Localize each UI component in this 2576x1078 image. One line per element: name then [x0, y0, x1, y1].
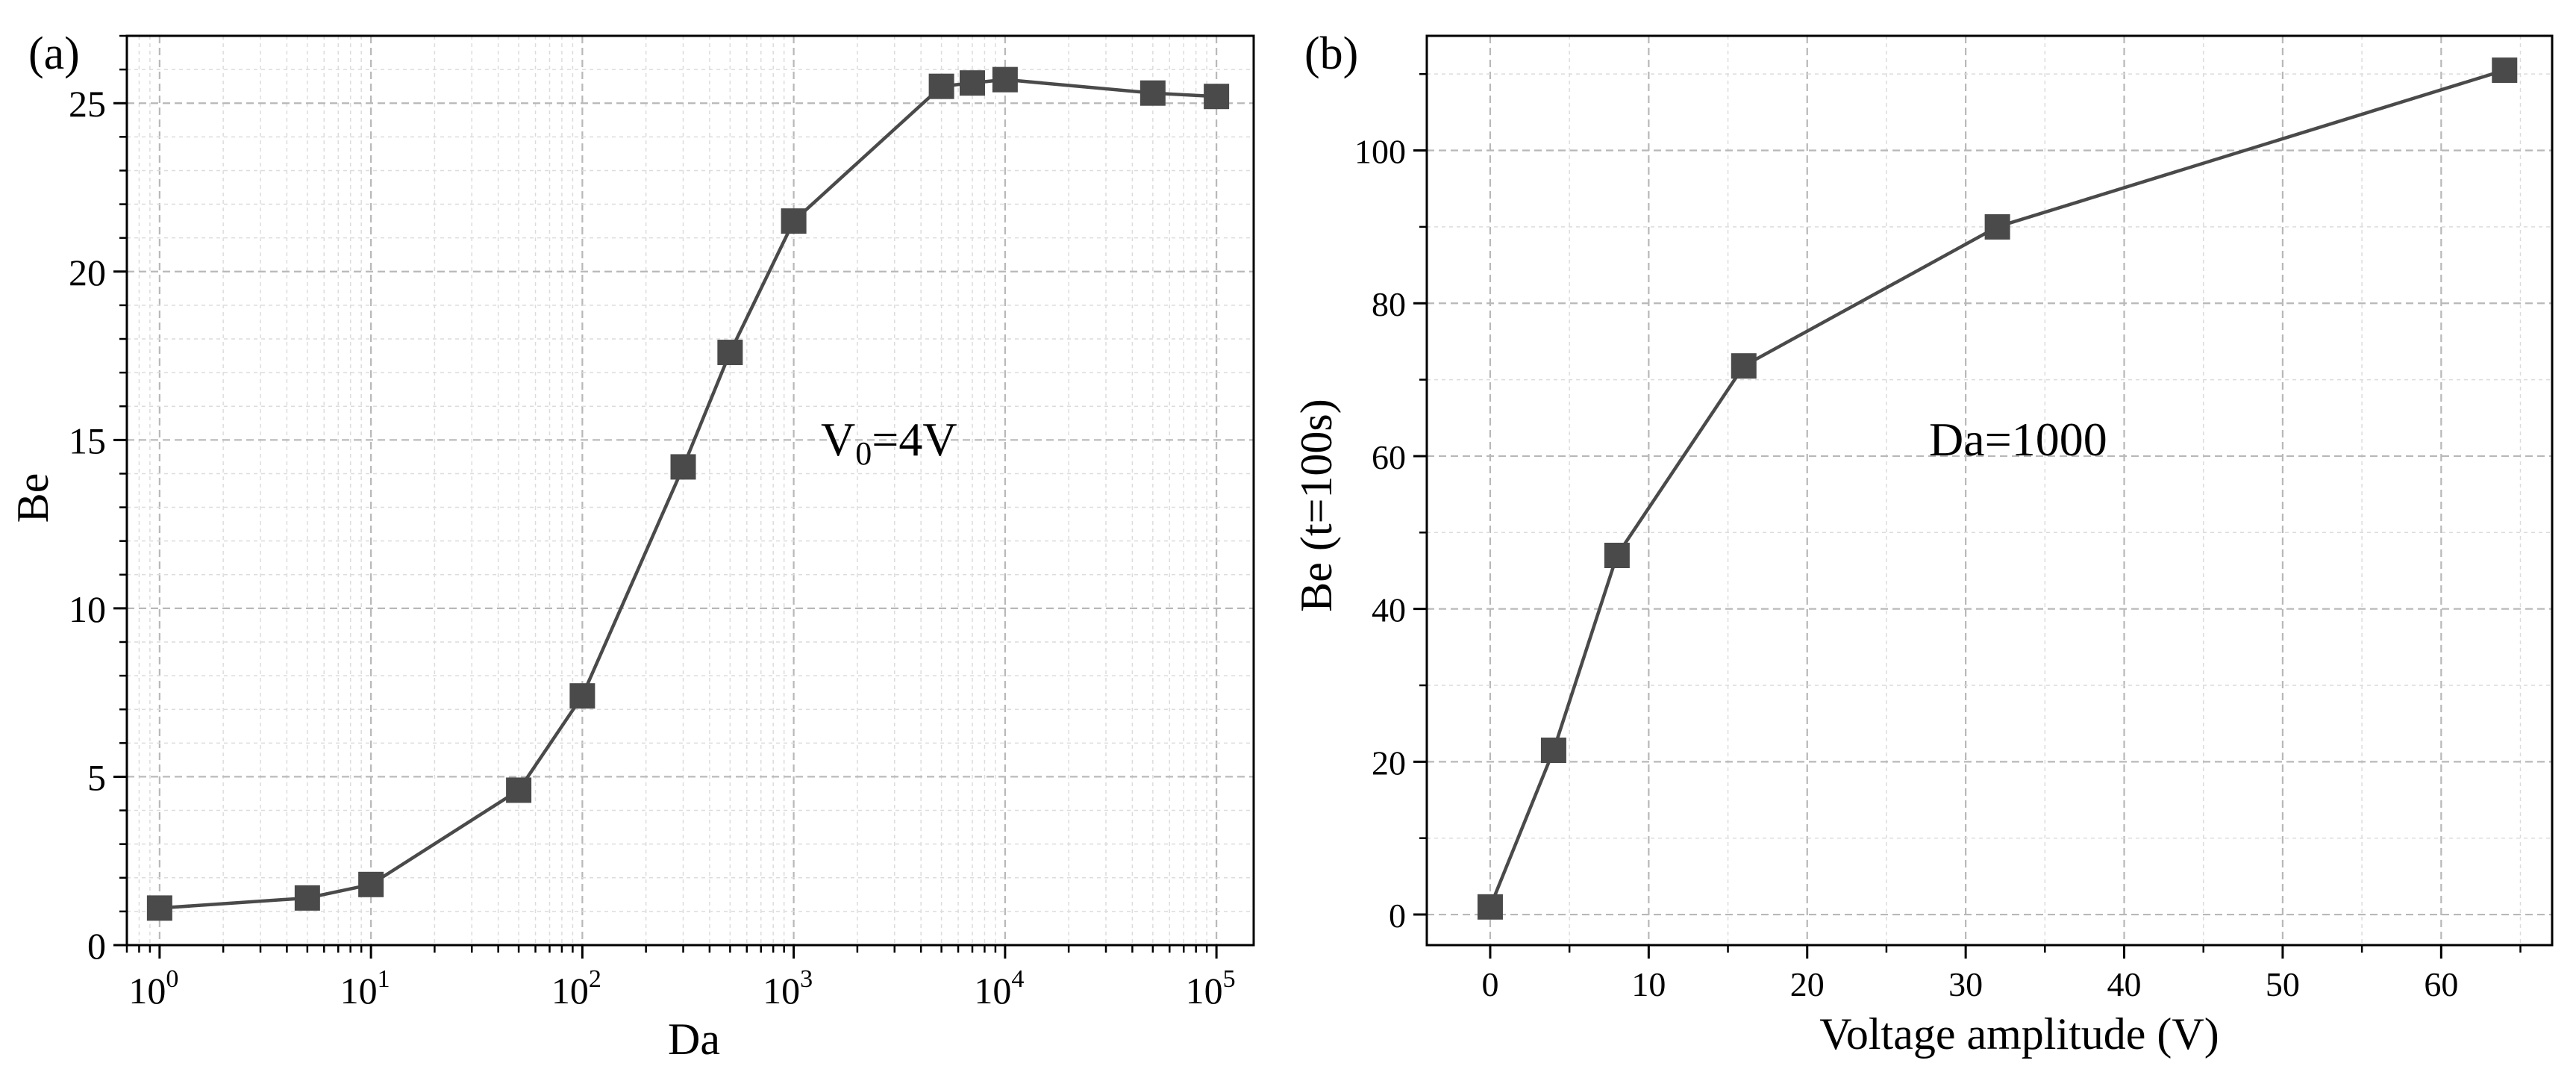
- panel-b-ticks: 0 10 20 30 40 50 60 0 20 40 60 80 100: [1354, 72, 2522, 1003]
- panel-a-annotation-main: V: [821, 413, 855, 466]
- data-point: [1731, 353, 1757, 379]
- y-tick-label: 20: [1372, 744, 1406, 782]
- data-point: [358, 871, 384, 897]
- data-point: [781, 208, 807, 234]
- panel-a-annotation-subscript: 0: [855, 435, 872, 472]
- data-point: [717, 340, 743, 366]
- data-point: [670, 454, 696, 480]
- data-point: [1139, 80, 1166, 106]
- panel-a-annotation: V0=4V: [821, 413, 957, 472]
- panel-a-chart: 0 5 10 15 20 25 100 101 102 103 104 105 (a) Da Be V…: [8, 28, 1255, 1064]
- y-tick-label: 25: [69, 83, 106, 125]
- data-point: [959, 70, 985, 96]
- data-point: [146, 895, 172, 921]
- data-point: [294, 885, 320, 911]
- data-point: [1604, 543, 1630, 568]
- panel-b-chart: 0 10 20 30 40 50 60 0 20 40 60 80 100 (b) Voltage am…: [1292, 28, 2554, 1059]
- data-point: [928, 73, 954, 99]
- panel-a-y-axis-title: Be: [8, 473, 57, 523]
- data-point: [506, 777, 532, 803]
- x-tick-label: 0: [1481, 965, 1498, 1003]
- x-tick-label: 104: [974, 965, 1024, 1012]
- x-tick-label: 50: [2266, 965, 2300, 1003]
- panel-a-ticks: 0 5 10 15 20 25 100 101 102 103 104 105: [69, 34, 1236, 1012]
- y-tick-label: 60: [1372, 438, 1406, 476]
- panel-b-x-axis-title: Voltage amplitude (V): [1819, 1009, 2219, 1059]
- x-tick-label: 103: [763, 965, 813, 1012]
- x-tick-label: 40: [2107, 965, 2142, 1003]
- y-tick-label: 0: [87, 925, 106, 967]
- y-tick-label: 10: [69, 588, 106, 630]
- x-tick-label: 20: [1790, 965, 1825, 1003]
- panel-a-plot-frame: [125, 34, 1255, 947]
- data-point: [1204, 84, 1230, 110]
- y-tick-label: 0: [1389, 897, 1406, 935]
- y-tick-label: 5: [87, 756, 106, 798]
- panel-b-annotation: Da=1000: [1929, 413, 2107, 466]
- panel-b-label: (b): [1304, 28, 1358, 79]
- panel-b-y-axis-title: Be (t=100s): [1292, 399, 1341, 611]
- x-tick-label: 102: [551, 965, 601, 1012]
- data-point: [569, 683, 595, 709]
- panel-b-grid: [1427, 36, 2552, 945]
- x-tick-label: 10: [1631, 965, 1666, 1003]
- x-tick-label: 101: [340, 965, 390, 1012]
- series-line: [1488, 68, 2505, 908]
- data-point: [2492, 57, 2518, 84]
- y-tick-label: 15: [69, 420, 106, 461]
- y-tick-label: 100: [1354, 133, 1406, 171]
- data-point: [1477, 894, 1503, 920]
- y-tick-label: 20: [69, 252, 106, 293]
- panel-a-grid: [126, 35, 1254, 947]
- panel-a-annotation-rest: =4V: [872, 413, 957, 466]
- panel-a-series: [146, 66, 1230, 921]
- x-tick-label: 30: [1948, 965, 1983, 1003]
- data-point: [992, 66, 1018, 93]
- panel-b-plot-frame: [1425, 34, 2554, 947]
- x-tick-label: 105: [1186, 965, 1236, 1012]
- x-tick-label: 100: [128, 965, 178, 1012]
- panel-a-x-axis-title: Da: [668, 1015, 720, 1064]
- data-point: [1540, 738, 1566, 763]
- panel-b-series: [1477, 57, 2518, 920]
- panel-a-label: (a): [28, 28, 80, 79]
- x-tick-label: 60: [2424, 965, 2458, 1003]
- y-tick-label: 80: [1372, 285, 1406, 323]
- y-tick-label: 40: [1372, 591, 1406, 629]
- data-point: [1984, 214, 2010, 240]
